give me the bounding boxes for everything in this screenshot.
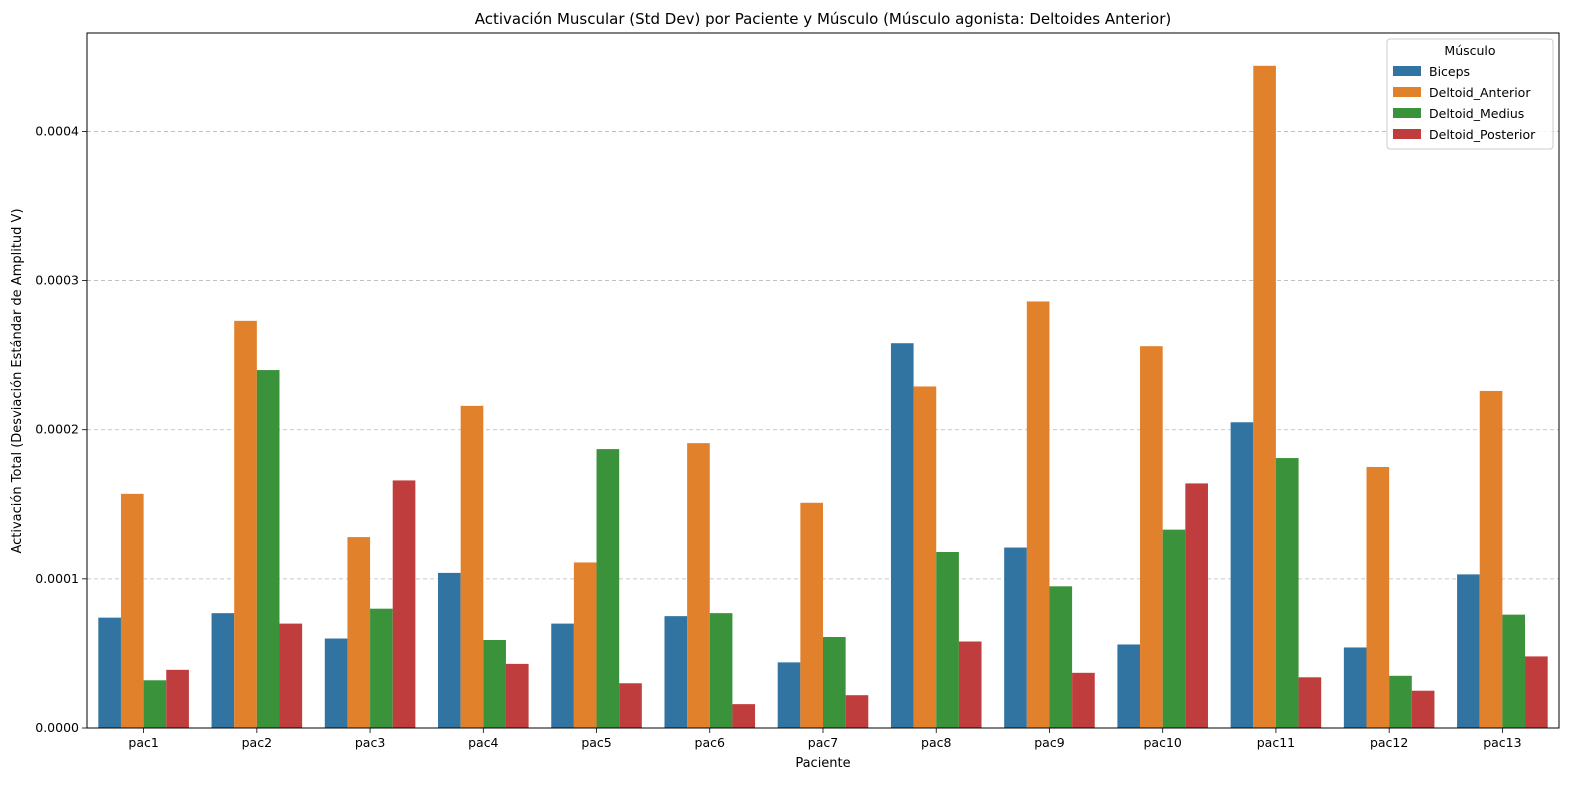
y-axis-label: Activación Total (Desviación Estándar de… [10, 208, 25, 553]
bar-deltoid-medius-pac10 [1162, 529, 1186, 728]
bar-deltoid-medius-pac3 [370, 608, 393, 728]
bar-deltoid-posterior-pac10 [1185, 483, 1208, 728]
legend-swatch [1393, 87, 1421, 97]
x-tick-label: pac3 [355, 735, 385, 750]
bar-deltoid-anterior-pac6 [687, 443, 710, 728]
x-tick-label: pac11 [1257, 735, 1295, 750]
bar-deltoid-posterior-pac2 [279, 623, 303, 728]
y-tick-label: 0.0000 [35, 720, 79, 735]
bar-biceps-pac13 [1457, 574, 1480, 728]
bar-deltoid-posterior-pac1 [166, 669, 189, 728]
bar-deltoid-anterior-pac12 [1366, 467, 1390, 728]
x-tick-label: pac8 [921, 735, 951, 750]
bar-deltoid-posterior-pac3 [392, 480, 416, 728]
bar-deltoid-posterior-pac9 [1072, 672, 1095, 728]
bar-deltoid-anterior-pac11 [1253, 65, 1276, 728]
plot-frame [86, 32, 1560, 729]
y-tick-label: 0.0001 [35, 571, 79, 586]
bar-deltoid-medius-pac8 [936, 552, 959, 728]
bar-deltoid-medius-pac4 [483, 640, 506, 728]
bar-biceps-pac12 [1343, 647, 1367, 728]
x-tick-label: pac1 [128, 735, 158, 750]
bar-biceps-pac4 [438, 572, 461, 728]
bar-biceps-pac11 [1230, 422, 1254, 728]
legend-label: Deltoid_Posterior [1429, 127, 1536, 142]
bar-deltoid-medius-pac9 [1049, 586, 1073, 728]
legend-label: Deltoid_Anterior [1429, 85, 1531, 100]
legend-label: Deltoid_Medius [1429, 106, 1524, 121]
bar-deltoid-medius-pac1 [143, 680, 167, 728]
chart-title: Activación Muscular (Std Dev) por Pacien… [475, 10, 1172, 28]
x-tick-label: pac6 [695, 735, 725, 750]
legend-swatch [1393, 108, 1421, 118]
bar-deltoid-posterior-pac6 [732, 704, 756, 728]
bar-biceps-pac1 [98, 617, 121, 728]
bar-biceps-pac7 [777, 662, 801, 728]
y-tick-label: 0.0002 [35, 422, 79, 437]
bar-biceps-pac9 [1004, 547, 1027, 728]
x-tick-label: pac9 [1034, 735, 1064, 750]
bar-deltoid-medius-pac13 [1502, 614, 1526, 728]
bar-deltoid-medius-pac11 [1275, 458, 1299, 728]
x-tick-label: pac12 [1370, 735, 1408, 750]
bar-deltoid-anterior-pac4 [460, 405, 484, 728]
bar-deltoid-posterior-pac11 [1298, 677, 1322, 728]
bar-deltoid-posterior-pac8 [958, 641, 982, 728]
bar-deltoid-posterior-pac5 [619, 683, 642, 728]
x-tick-label: pac5 [581, 735, 611, 750]
legend-box [1386, 38, 1554, 150]
bar-deltoid-anterior-pac7 [800, 502, 823, 728]
bar-deltoid-medius-pac5 [596, 449, 620, 728]
y-tick-label: 0.0003 [35, 273, 79, 288]
legend: Músculo Biceps Deltoid_Anterior Deltoid_Med… [1386, 38, 1554, 150]
x-tick-label: pac13 [1483, 735, 1521, 750]
bar-deltoid-posterior-pac7 [845, 695, 869, 728]
bar-deltoid-medius-pac7 [823, 637, 846, 728]
x-axis-label: Paciente [795, 756, 850, 771]
bars [98, 65, 1548, 728]
legend-title: Músculo [1444, 43, 1495, 58]
x-tick-label: pac7 [808, 735, 838, 750]
bar-deltoid-anterior-pac8 [913, 386, 937, 728]
legend-swatch [1393, 129, 1421, 139]
bar-deltoid-medius-pac2 [256, 370, 280, 728]
bar-deltoid-posterior-pac13 [1525, 656, 1548, 728]
x-tick-label: pac4 [468, 735, 498, 750]
bar-deltoid-medius-pac12 [1389, 675, 1412, 728]
bar-deltoid-anterior-pac1 [120, 493, 144, 728]
bar-deltoid-anterior-pac9 [1026, 301, 1050, 728]
bar-deltoid-anterior-pac10 [1140, 346, 1163, 728]
bar-deltoid-anterior-pac3 [347, 537, 371, 728]
bar-deltoid-posterior-pac12 [1411, 690, 1435, 728]
bar-deltoid-medius-pac6 [709, 613, 733, 728]
bar-biceps-pac5 [551, 623, 574, 728]
bar-biceps-pac8 [890, 343, 914, 728]
x-tick-label: pac10 [1144, 735, 1182, 750]
bar-biceps-pac6 [664, 616, 688, 728]
y-tick-label: 0.0004 [35, 123, 79, 138]
legend-label: Biceps [1429, 64, 1470, 79]
axes: 0.0000 0.0001 0.0002 0.0003 0.0004 pac1 pac2 pa… [35, 32, 1560, 750]
bar-biceps-pac2 [211, 613, 235, 728]
bar-biceps-pac3 [324, 638, 348, 728]
bar-deltoid-posterior-pac4 [505, 663, 529, 728]
x-tick-label: pac2 [242, 735, 272, 750]
bar-deltoid-anterior-pac13 [1479, 390, 1503, 728]
bar-deltoid-anterior-pac2 [234, 320, 257, 728]
bar-deltoid-anterior-pac5 [573, 562, 597, 728]
bar-biceps-pac10 [1117, 644, 1141, 728]
legend-swatch [1393, 66, 1421, 76]
